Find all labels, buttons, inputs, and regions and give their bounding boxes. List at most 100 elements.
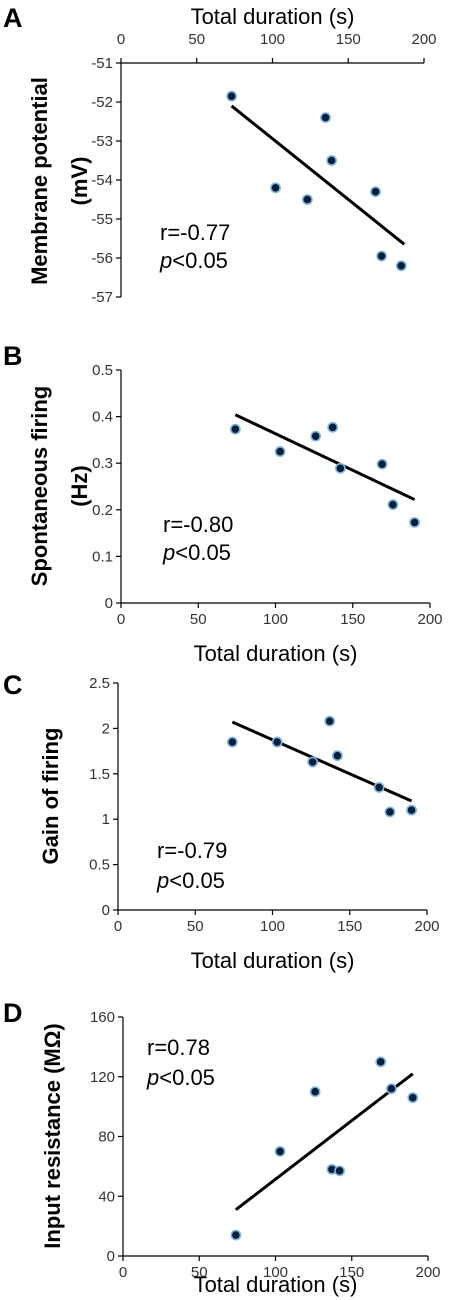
x-tick-label: 100 [263,611,288,628]
data-point [226,736,238,748]
data-point [331,750,343,762]
y-tick-label: 1 [102,811,110,828]
data-point [334,462,346,474]
data-point [375,1056,387,1068]
regression-line [230,104,406,246]
y-tick-label: -56 [91,250,113,267]
x-tick-label: 0 [117,31,125,48]
x-tick-label: 150 [339,1264,364,1281]
data-point [320,112,331,123]
data-point [326,155,337,166]
data-point [229,423,241,435]
x-tick-label: 200 [417,611,442,628]
x-tick-label: 50 [190,611,207,628]
data-point [309,1086,321,1098]
data-point [407,1092,419,1104]
data-point [301,194,313,205]
data-point [406,804,417,816]
y-tick-label: 2.5 [89,675,110,692]
y-tick-label: 0.1 [92,548,113,565]
y-axis-label: (Hz) [67,465,92,507]
y-tick-label: -52 [91,94,113,111]
p-symbol: p [156,868,169,893]
x-tick-label: 50 [188,31,205,48]
p-symbol: p [162,540,175,565]
y-tick-label: 1.5 [89,766,110,783]
data-point [384,806,396,818]
x-axis-label: Total duration (s) [194,641,358,666]
x-axis-label: Total duration (s) [191,4,355,29]
p-value: p<0.05 [159,248,228,273]
panel-letter: D [3,998,23,1028]
y-axis-label: Gain of firing [38,728,63,865]
y-tick-label: 160 [90,1009,115,1026]
data-point [324,715,336,727]
p-threshold: <0.05 [169,868,225,893]
x-tick-label: 100 [260,31,285,48]
y-tick-label: 0.5 [89,857,110,874]
x-tick-label: 50 [187,918,204,935]
data-point [274,446,286,457]
y-tick-label: 0 [105,595,113,612]
p-threshold: <0.05 [175,540,231,565]
data-point [307,756,319,768]
regression-line [234,1072,414,1211]
data-point [395,260,407,272]
data-point [226,90,237,102]
y-axis-label: (mV) [67,157,92,206]
y-tick-label: -51 [91,55,113,72]
correlation-r: r=-0.79 [157,838,227,863]
p-symbol: p [146,1065,159,1090]
y-tick-label: 0.4 [92,409,113,426]
y-tick-label: 0.3 [92,455,113,472]
panel-d: D 0 40 80 120 160 0 50 100 150 200 Total duration (… [3,998,441,1297]
p-threshold: <0.05 [159,1065,215,1090]
x-tick-label: 200 [415,1264,440,1281]
regression-line [231,720,413,803]
data-point [376,250,387,262]
data-point [376,458,388,470]
data-point [270,182,281,194]
y-tick-label: 40 [98,1188,115,1205]
data-point [385,1083,397,1095]
data-point [409,516,420,528]
y-tick-label: 2 [102,720,110,737]
x-tick-label: 0 [119,1264,127,1281]
y-tick-label: 0 [102,902,110,919]
y-axis-label: Spontaneous firing [27,386,52,586]
data-point [310,430,322,442]
panel-letter: A [3,3,23,33]
x-tick-label: 50 [191,1264,208,1281]
y-tick-label: 0 [107,1248,115,1265]
correlation-r: r=-0.77 [160,220,230,245]
x-tick-label: 200 [411,31,436,48]
y-tick-label: -54 [91,172,113,189]
panel-a: A -51 -52 -53 -54 -55 -56 -57 0 50 100 150 200 Total … [3,3,437,306]
data-point [327,421,339,433]
panel-c: C 0 0.5 1 1.5 2 2.5 0 50 100 150 200 Total duration … [3,670,440,973]
y-tick-label: 120 [90,1069,115,1086]
y-tick-label: 0.5 [92,362,113,379]
x-tick-label: 0 [117,611,125,628]
y-tick-label: 80 [98,1129,115,1146]
y-tick-label: -55 [91,211,113,228]
x-tick-label: 150 [336,31,361,48]
correlation-r: r=-0.80 [163,512,233,537]
y-tick-label: -53 [91,133,113,150]
data-point [274,1146,286,1157]
data-point [387,499,399,511]
regression-line [234,413,416,501]
correlation-r: r=0.78 [147,1035,210,1060]
y-axis-label: Input resistance (MΩ) [40,1023,65,1248]
p-threshold: <0.05 [172,248,228,273]
p-value: p<0.05 [162,540,231,565]
data-point [271,736,283,748]
p-value: p<0.05 [146,1065,215,1090]
panel-b: B 0 0.1 0.2 0.3 0.4 0.5 0 50 100 150 200 Total durat… [3,341,443,666]
x-tick-label: 100 [263,1264,288,1281]
data-point [334,1165,345,1177]
x-axis-label: Total duration (s) [194,1272,358,1297]
data-point [230,1229,242,1241]
x-tick-label: 150 [340,611,365,628]
